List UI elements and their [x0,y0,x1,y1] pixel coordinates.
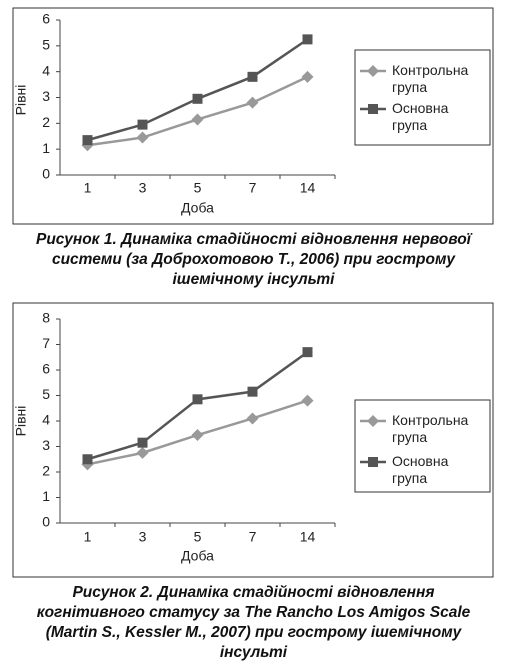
y-tick-label: 0 [42,166,50,182]
x-tick-label: 1 [84,180,92,196]
y-axis-label: Рівні [13,406,29,437]
y-tick-label: 8 [42,310,50,326]
data-point [82,454,93,465]
y-tick-label: 5 [42,37,50,53]
legend-marker [368,457,378,467]
x-tick-label: 3 [139,180,147,196]
data-point [192,394,203,405]
y-tick-label: 0 [42,514,50,530]
data-point [246,96,259,109]
y-tick-label: 3 [42,437,50,453]
data-point [247,386,258,397]
legend-frame [354,49,491,146]
y-tick-label: 1 [42,140,50,156]
chart-frame [12,302,494,578]
caption: Рисунок 1. Динаміка стадійності відновле… [36,231,471,288]
data-point [302,34,313,45]
x-tick-label: 14 [300,529,316,545]
data-point [137,119,148,130]
data-point [301,70,314,83]
x-tick-label: 7 [249,529,257,545]
legend-marker [367,415,379,427]
y-tick-label: 2 [42,463,50,479]
data-point [191,429,204,442]
legend-frame [354,399,491,493]
data-point [302,347,313,358]
x-axis-label: Доба [181,200,214,216]
legend-marker [368,104,378,114]
data-point [246,412,259,425]
legend-label: Контрольна група [392,412,469,445]
x-tick-label: 5 [194,529,202,545]
series-line [87,75,309,147]
x-tick-label: 3 [139,529,147,545]
y-tick-label: 6 [42,11,50,27]
legend-label: Основна група [392,100,449,133]
legend-marker [367,65,379,77]
x-tick-label: 7 [249,180,257,196]
data-point [191,113,204,126]
x-tick-label: 1 [84,529,92,545]
y-tick-label: 4 [42,62,50,78]
y-axis-label: Рівні [13,85,29,116]
data-point [247,71,258,82]
legend-label: Основна група [392,453,449,486]
y-tick-label: 3 [42,88,50,104]
y-tick-label: 5 [42,386,50,402]
y-tick-label: 2 [42,114,50,130]
x-tick-label: 5 [194,180,202,196]
data-point [192,93,203,104]
data-point [136,131,149,144]
x-axis-label: Доба [181,548,214,564]
y-tick-label: 7 [42,335,50,351]
x-tick-label: 14 [300,180,316,196]
data-point [82,135,93,146]
data-point [136,446,149,459]
series-line [87,351,309,461]
caption: Рисунок 2. Динаміка стадійності відновле… [36,584,471,661]
legend-label: Контрольна група [392,62,469,95]
data-point [301,394,314,407]
chart-frame [12,7,494,225]
data-point [137,437,148,448]
y-tick-label: 6 [42,361,50,377]
y-tick-label: 4 [42,412,50,428]
y-tick-label: 1 [42,488,50,504]
